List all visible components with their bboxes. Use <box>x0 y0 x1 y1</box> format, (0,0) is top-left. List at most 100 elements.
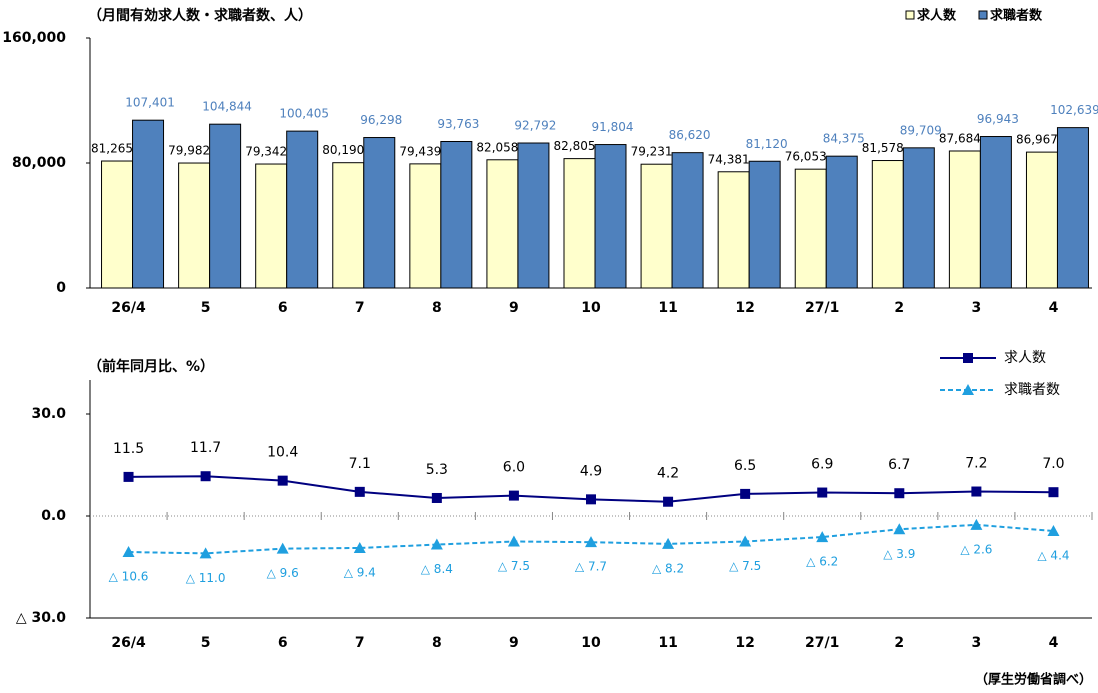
bar <box>1025 151 1058 289</box>
x-tick-label: 2 <box>894 635 904 651</box>
value-label: 81,120 <box>746 137 788 151</box>
bar <box>286 130 319 289</box>
bar <box>486 159 519 289</box>
value-label: 86,967 <box>1016 133 1058 147</box>
bar <box>794 168 827 289</box>
marker <box>430 538 443 550</box>
x-tick-label: 10 <box>581 300 601 316</box>
x-tick-label: 27/1 <box>805 300 839 316</box>
bar <box>409 163 442 289</box>
value-label: △ 2.6 <box>960 542 992 556</box>
marker <box>817 487 828 498</box>
bar <box>948 150 981 289</box>
bar <box>902 147 935 289</box>
value-label: △ 8.4 <box>421 562 453 576</box>
bar <box>363 137 396 289</box>
value-label: 81,265 <box>91 142 133 156</box>
value-label: △ 3.9 <box>883 547 915 561</box>
x-tick-label: 26/4 <box>111 300 146 316</box>
marker <box>508 490 519 501</box>
marker <box>662 537 675 549</box>
bar <box>178 162 211 289</box>
marker <box>586 494 596 505</box>
value-label: 7.0 <box>1042 456 1064 472</box>
bar <box>132 119 165 289</box>
value-label: △ 7.5 <box>498 559 530 573</box>
marker <box>353 541 366 553</box>
marker <box>123 471 134 482</box>
bar <box>563 158 596 289</box>
value-label: △ 7.5 <box>729 559 761 573</box>
value-label: 93,763 <box>437 117 479 131</box>
x-tick-label: 6 <box>278 635 288 651</box>
value-label: 6.5 <box>734 458 756 474</box>
value-label: 11.5 <box>113 441 144 457</box>
marker <box>122 546 135 558</box>
value-label: 6.0 <box>503 460 525 476</box>
x-tick-label: 10 <box>581 635 601 651</box>
legend-label: 求人数 <box>917 8 957 24</box>
x-tick-label: 4 <box>1049 300 1059 316</box>
value-label: 86,620 <box>669 128 711 142</box>
value-label: 79,439 <box>399 144 441 158</box>
value-label: 6.7 <box>888 457 910 473</box>
value-label: 82,805 <box>554 139 596 153</box>
legend-label: 求職者数 <box>1004 382 1060 398</box>
value-label: 7.1 <box>349 456 371 472</box>
value-label: △ 11.0 <box>186 571 226 585</box>
value-label: 96,298 <box>360 113 402 127</box>
value-label: △ 9.4 <box>344 565 376 579</box>
x-tick-label: 9 <box>509 635 519 651</box>
value-label: 7.2 <box>965 456 987 472</box>
value-label: 79,982 <box>168 144 210 158</box>
y-tick-label: 30.0 <box>31 406 66 422</box>
x-tick-label: 12 <box>735 635 754 651</box>
marker <box>893 523 906 535</box>
marker <box>1047 524 1060 536</box>
value-label: 4.9 <box>580 463 602 479</box>
legend-marker <box>963 353 973 363</box>
x-tick-label: 27/1 <box>805 635 839 651</box>
marker <box>816 531 829 543</box>
x-tick-label: 5 <box>201 635 211 651</box>
x-tick-label: 11 <box>658 300 677 316</box>
x-tick-label: 6 <box>278 300 288 316</box>
bar <box>255 163 288 289</box>
chart-title: （前年同月比、%） <box>88 358 214 375</box>
x-tick-label: 8 <box>432 635 442 651</box>
y-tick-label: 0.0 <box>41 508 66 524</box>
x-tick-label: 3 <box>972 300 982 316</box>
value-label: 104,844 <box>202 100 252 114</box>
bar <box>101 160 134 289</box>
marker <box>970 518 983 530</box>
value-label: 96,943 <box>977 112 1019 126</box>
chart-title: （月間有効求人数・求職者数、人） <box>88 7 312 24</box>
marker <box>200 471 211 482</box>
value-label: 4.2 <box>657 466 679 482</box>
value-label: △ 7.7 <box>575 560 607 574</box>
value-label: 82,058 <box>476 140 518 154</box>
bar <box>825 155 858 289</box>
bar <box>979 136 1012 289</box>
value-label: 102,639 <box>1050 103 1098 117</box>
bar <box>717 171 750 289</box>
bar <box>640 163 673 289</box>
value-label: 79,231 <box>631 145 673 159</box>
bar <box>517 142 550 289</box>
bar <box>1056 127 1089 289</box>
value-label: 11.7 <box>190 440 221 456</box>
x-tick-label: 11 <box>658 635 677 651</box>
y-tick-label: 80,000 <box>12 155 66 171</box>
source: （厚生労働省調べ） <box>975 672 1092 688</box>
x-tick-label: 12 <box>735 300 754 316</box>
bar <box>209 123 242 289</box>
bar <box>594 144 627 289</box>
value-label: 92,792 <box>514 119 556 133</box>
bar <box>671 152 704 289</box>
value-label: 74,381 <box>708 152 750 166</box>
marker <box>276 542 289 554</box>
marker <box>277 475 288 486</box>
value-label: 89,709 <box>900 123 942 137</box>
value-label: △ 4.4 <box>1037 548 1069 562</box>
